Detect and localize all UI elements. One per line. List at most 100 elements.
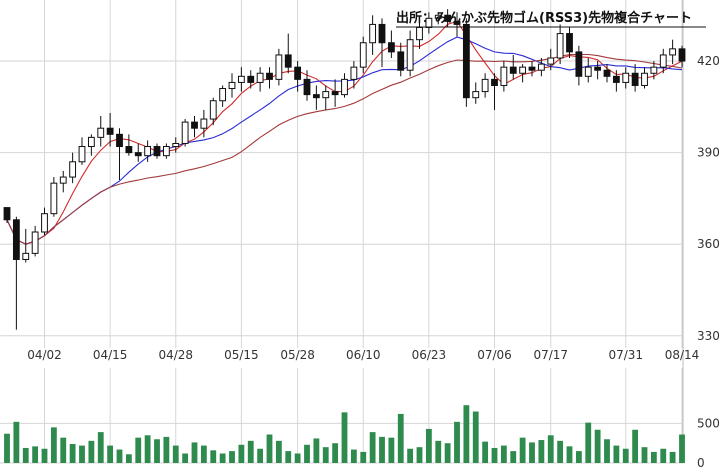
candle-body (406, 39, 414, 71)
candle-body (31, 231, 39, 254)
volume-bar (613, 445, 620, 463)
candle-body (153, 146, 161, 157)
candle-body (603, 69, 611, 77)
date-tick-label: 06/10 (346, 348, 381, 362)
volume-bar (388, 437, 395, 463)
date-tick-label: 07/06 (477, 348, 512, 362)
volume-bar (379, 436, 385, 463)
candle-body (462, 23, 470, 99)
candle-body (369, 23, 377, 44)
candle-body (594, 66, 602, 71)
candle-body (387, 42, 395, 53)
candle-body (116, 133, 123, 148)
candle-body (78, 146, 86, 163)
volume-bar (172, 445, 179, 463)
volume-bar (4, 433, 10, 463)
volume-tick-label: 500 (697, 416, 720, 430)
volume-bar (407, 448, 414, 463)
candle-body (359, 42, 367, 68)
candle-body (453, 20, 461, 25)
date-tick-label: 07/17 (533, 348, 568, 362)
candle-body (200, 118, 208, 129)
candle-body (275, 54, 283, 80)
volume-bar (79, 445, 85, 463)
date-tick-label: 04/15 (93, 348, 128, 362)
candle-body (378, 23, 386, 44)
volume-bar (641, 447, 648, 463)
volume-bar (257, 448, 264, 463)
candle-body (556, 33, 564, 59)
volume-bar (416, 447, 423, 463)
candle-body (331, 91, 339, 96)
volume-bar (425, 428, 432, 463)
candle-body (144, 146, 152, 157)
volume-bar (604, 439, 610, 463)
candle-body (631, 72, 639, 86)
volume-bars (4, 405, 685, 463)
candle-body (87, 136, 95, 148)
candle-body (69, 161, 77, 178)
volume-bar (557, 440, 564, 463)
volume-bar (238, 444, 245, 463)
price-tick-label: 390 (697, 146, 720, 160)
volume-bar (472, 411, 479, 463)
volume-bar (332, 443, 339, 463)
volume-bar (229, 451, 235, 463)
volume-bar (622, 448, 629, 463)
volume-bar (435, 440, 442, 463)
volume-bar (32, 446, 39, 463)
volume-bar (660, 448, 667, 463)
volume-bar (510, 451, 517, 463)
volume-bar (60, 437, 67, 463)
candle-body (397, 51, 405, 71)
candle-body (266, 72, 273, 80)
volume-bar (500, 445, 507, 463)
volume-bar (144, 435, 151, 463)
candle-body (519, 66, 527, 74)
price-tick-label: 360 (697, 237, 720, 251)
price-tick-label: 330 (697, 329, 720, 343)
volume-bar (650, 451, 657, 463)
candle-body (294, 66, 302, 80)
candle-body (41, 213, 48, 233)
volume-bar (116, 449, 123, 463)
volume-bar (41, 448, 48, 463)
volume-bar (275, 440, 282, 463)
volume-bar (669, 451, 676, 463)
price-tick-label: 420 (697, 54, 720, 68)
volume-bar (575, 451, 582, 463)
candlesticks (3, 9, 686, 330)
volume-bar (313, 438, 320, 463)
volume-bar (594, 429, 601, 463)
volume-bar (547, 435, 554, 463)
volume-bar (200, 445, 207, 463)
volume-bar (491, 447, 498, 463)
candle-body (237, 75, 245, 83)
volume-tick-label: 0 (697, 456, 705, 467)
candle-body (50, 182, 58, 215)
candle-body (219, 88, 227, 102)
volume-bar (322, 447, 329, 463)
date-tick-label: 04/02 (27, 348, 62, 362)
candle-body (659, 54, 667, 68)
candle-body (191, 121, 198, 129)
volume-bar (182, 453, 189, 463)
candle-body (575, 51, 583, 77)
candle-body (22, 252, 30, 260)
grid-lines (0, 0, 684, 464)
volume-bar (154, 439, 160, 463)
candle-body (350, 66, 358, 80)
candle-body (322, 91, 330, 99)
candle-body (622, 72, 630, 83)
date-tick-label: 05/28 (280, 348, 315, 362)
candle-body (566, 33, 573, 53)
volume-bar (13, 421, 20, 463)
volume-bar (519, 437, 526, 463)
candle-body (528, 66, 536, 71)
volume-bar (341, 412, 348, 463)
candle-body (650, 66, 658, 74)
volume-bar (125, 454, 132, 463)
volume-bar (50, 427, 57, 463)
date-tick-label: 05/15 (224, 348, 259, 362)
volume-bar (163, 436, 170, 463)
